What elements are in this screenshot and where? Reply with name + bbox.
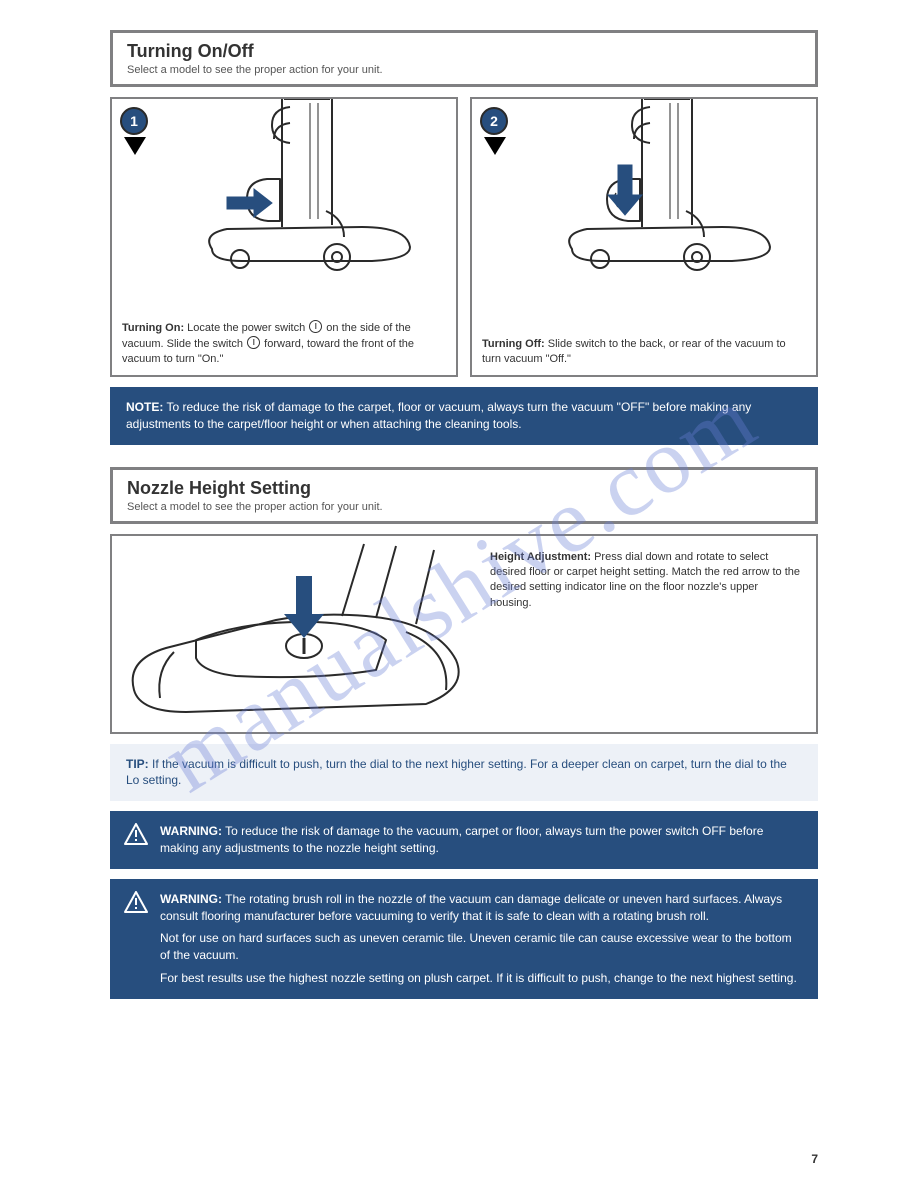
step-1-t1: Locate the power switch <box>184 322 308 334</box>
nozzle-illustration <box>116 540 476 730</box>
step-panel-1: 1 <box>110 97 458 377</box>
power-icon <box>309 320 322 333</box>
down-arrow-icon <box>484 137 506 155</box>
step-number-badge: 2 <box>480 107 508 135</box>
note-label: NOTE: <box>126 400 163 414</box>
section-subtitle: Select a model to see the proper action … <box>127 64 801 76</box>
step-panel-2: 2 Turni <box>470 97 818 377</box>
warn-label: WARNING: <box>160 892 222 906</box>
onoff-panels: 1 <box>110 97 818 377</box>
tip-label: TIP: <box>126 757 149 771</box>
height-bold: Height Adjustment: <box>490 551 591 563</box>
step-number-badge: 1 <box>120 107 148 135</box>
vacuum-illustration-1 <box>172 99 432 279</box>
section-subtitle: Select a model to see the proper action … <box>127 501 801 513</box>
warn2-l3: For best results use the highest nozzle … <box>160 971 797 985</box>
step-2-text: Turning Off: Slide switch to the back, o… <box>482 337 806 367</box>
warn-text: To reduce the risk of damage to the vacu… <box>160 824 763 855</box>
tip-box: TIP: If the vacuum is difficult to push,… <box>110 744 818 802</box>
note-text: To reduce the risk of damage to the carp… <box>126 400 751 431</box>
height-panel: Height Adjustment: Press dial down and r… <box>110 534 818 734</box>
section-title: Turning On/Off <box>127 41 801 62</box>
warning-icon <box>124 891 148 913</box>
warn-label: WARNING: <box>160 824 222 838</box>
step-2-bold: Turning Off: <box>482 338 545 350</box>
vacuum-illustration-2 <box>532 99 792 279</box>
section-title: Nozzle Height Setting <box>127 478 801 499</box>
power-icon <box>247 336 260 349</box>
step-1-text: Turning On: Locate the power switch on t… <box>122 320 446 367</box>
height-text: Height Adjustment: Press dial down and r… <box>490 550 800 612</box>
warn2-l1: The rotating brush roll in the nozzle of… <box>160 892 782 923</box>
warning-box-2: WARNING: The rotating brush roll in the … <box>110 879 818 999</box>
section-header-onoff: Turning On/Off Select a model to see the… <box>110 30 818 87</box>
note-box: NOTE: To reduce the risk of damage to th… <box>110 387 818 445</box>
warning-box-1: WARNING: To reduce the risk of damage to… <box>110 811 818 869</box>
down-arrow-icon <box>124 137 146 155</box>
page-number: 7 <box>811 1152 818 1166</box>
section-header-height: Nozzle Height Setting Select a model to … <box>110 467 818 524</box>
tip-text: If the vacuum is difficult to push, turn… <box>126 757 787 788</box>
step-1-bold: Turning On: <box>122 322 184 334</box>
warning-icon <box>124 823 148 845</box>
warn2-l2: Not for use on hard surfaces such as une… <box>160 931 792 962</box>
